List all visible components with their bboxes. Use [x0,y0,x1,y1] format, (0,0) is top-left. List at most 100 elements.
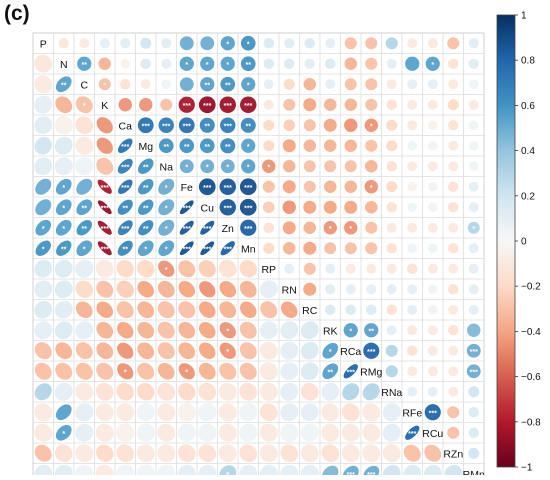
ellipse-mark [259,341,278,360]
circle-mark [344,160,357,173]
ellipse-mark [55,219,72,236]
diagonal-label-zn: Zn [222,223,234,235]
ellipse-mark [34,362,52,380]
circle-mark [161,58,172,69]
ellipse-mark [403,444,421,462]
circle-mark [345,304,357,316]
ellipse-mark [157,382,176,401]
ellipse-mark [362,383,380,401]
circle-mark [447,324,459,336]
circle-mark [77,56,92,71]
ellipse-mark [343,364,358,379]
ellipse-mark [178,383,196,401]
circle-mark [263,242,275,254]
ellipse-mark [76,178,93,195]
significance-mark: ** [123,246,129,253]
ellipse-mark [75,423,94,442]
ellipse-mark [55,178,72,195]
circle-mark [324,58,336,70]
ellipse-mark [280,403,299,422]
ellipse-mark [117,158,133,174]
significance-mark: * [206,164,209,171]
significance-mark: * [144,246,147,253]
circle-mark [427,345,438,356]
circle-mark [448,140,459,151]
panel-label: (c) [4,2,30,25]
significance-mark: *** [408,431,416,438]
circle-mark [200,56,215,71]
significance-mark: *** [244,226,252,233]
ellipse-mark [117,240,133,256]
circle-mark [448,345,459,356]
ellipse-mark [117,322,134,339]
circle-mark [303,119,316,132]
significance-mark: * [42,246,45,253]
significance-mark: *** [203,226,211,233]
ellipse-mark [97,241,112,256]
circle-mark [283,78,295,90]
ellipse-mark [199,281,216,298]
ellipse-mark [179,241,194,256]
ellipse-mark [239,280,257,298]
circle-mark [365,221,378,234]
circle-mark [365,78,378,91]
significance-mark: *** [183,103,191,110]
circle-mark [219,178,236,195]
significance-mark: * [62,431,65,438]
circle-mark [344,37,357,50]
circle-mark [200,36,215,51]
circle-mark [303,282,317,296]
circle-mark [179,138,195,154]
circle-mark [386,79,397,90]
ellipse-mark [138,158,154,174]
colorbar-tick-label: 0.2 [521,191,535,202]
significance-mark: ** [205,82,211,89]
circle-mark [447,426,460,439]
circle-mark [448,222,459,233]
ellipse-mark [116,260,134,278]
circle-mark [405,56,420,71]
ellipse-mark [179,200,194,215]
circle-mark [118,98,132,112]
ellipse-mark [218,403,237,422]
significance-mark: * [165,246,168,253]
circle-mark [239,178,257,196]
ellipse-mark [300,403,319,422]
colorbar-tick-label: −0.4 [521,327,541,338]
ellipse-mark [239,382,258,401]
circle-mark [140,37,152,49]
ellipse-mark [239,403,258,422]
circle-mark [282,159,296,173]
significance-mark: *** [224,123,232,130]
ellipse-mark [137,240,154,257]
ellipse-mark [219,322,236,339]
significance-mark: * [165,267,168,274]
ellipse-mark [97,200,112,215]
circle-mark [344,242,357,255]
circle-mark [469,141,479,151]
ellipse-mark [34,423,53,442]
circle-mark [428,141,438,151]
circle-mark [303,262,316,275]
circle-mark [407,79,418,90]
circle-mark [161,38,172,49]
ellipse-mark [199,322,216,339]
ellipse-mark [199,342,216,359]
diagonal-label-rp: RP [261,264,276,276]
significance-mark: *** [224,185,232,192]
significance-mark: *** [244,103,252,110]
circle-mark [240,96,257,113]
circle-mark [447,242,459,254]
matrix-grid [33,33,484,480]
ellipse-mark [75,280,93,298]
significance-mark: * [247,41,250,48]
circle-mark [344,180,358,194]
diagonal-label-na: Na [160,161,174,173]
colorbar-tick-label: 0.8 [521,56,535,67]
ellipse-mark [259,382,278,401]
ellipse-mark [96,362,114,380]
ellipse-mark [300,382,319,401]
circle-mark [448,304,459,315]
